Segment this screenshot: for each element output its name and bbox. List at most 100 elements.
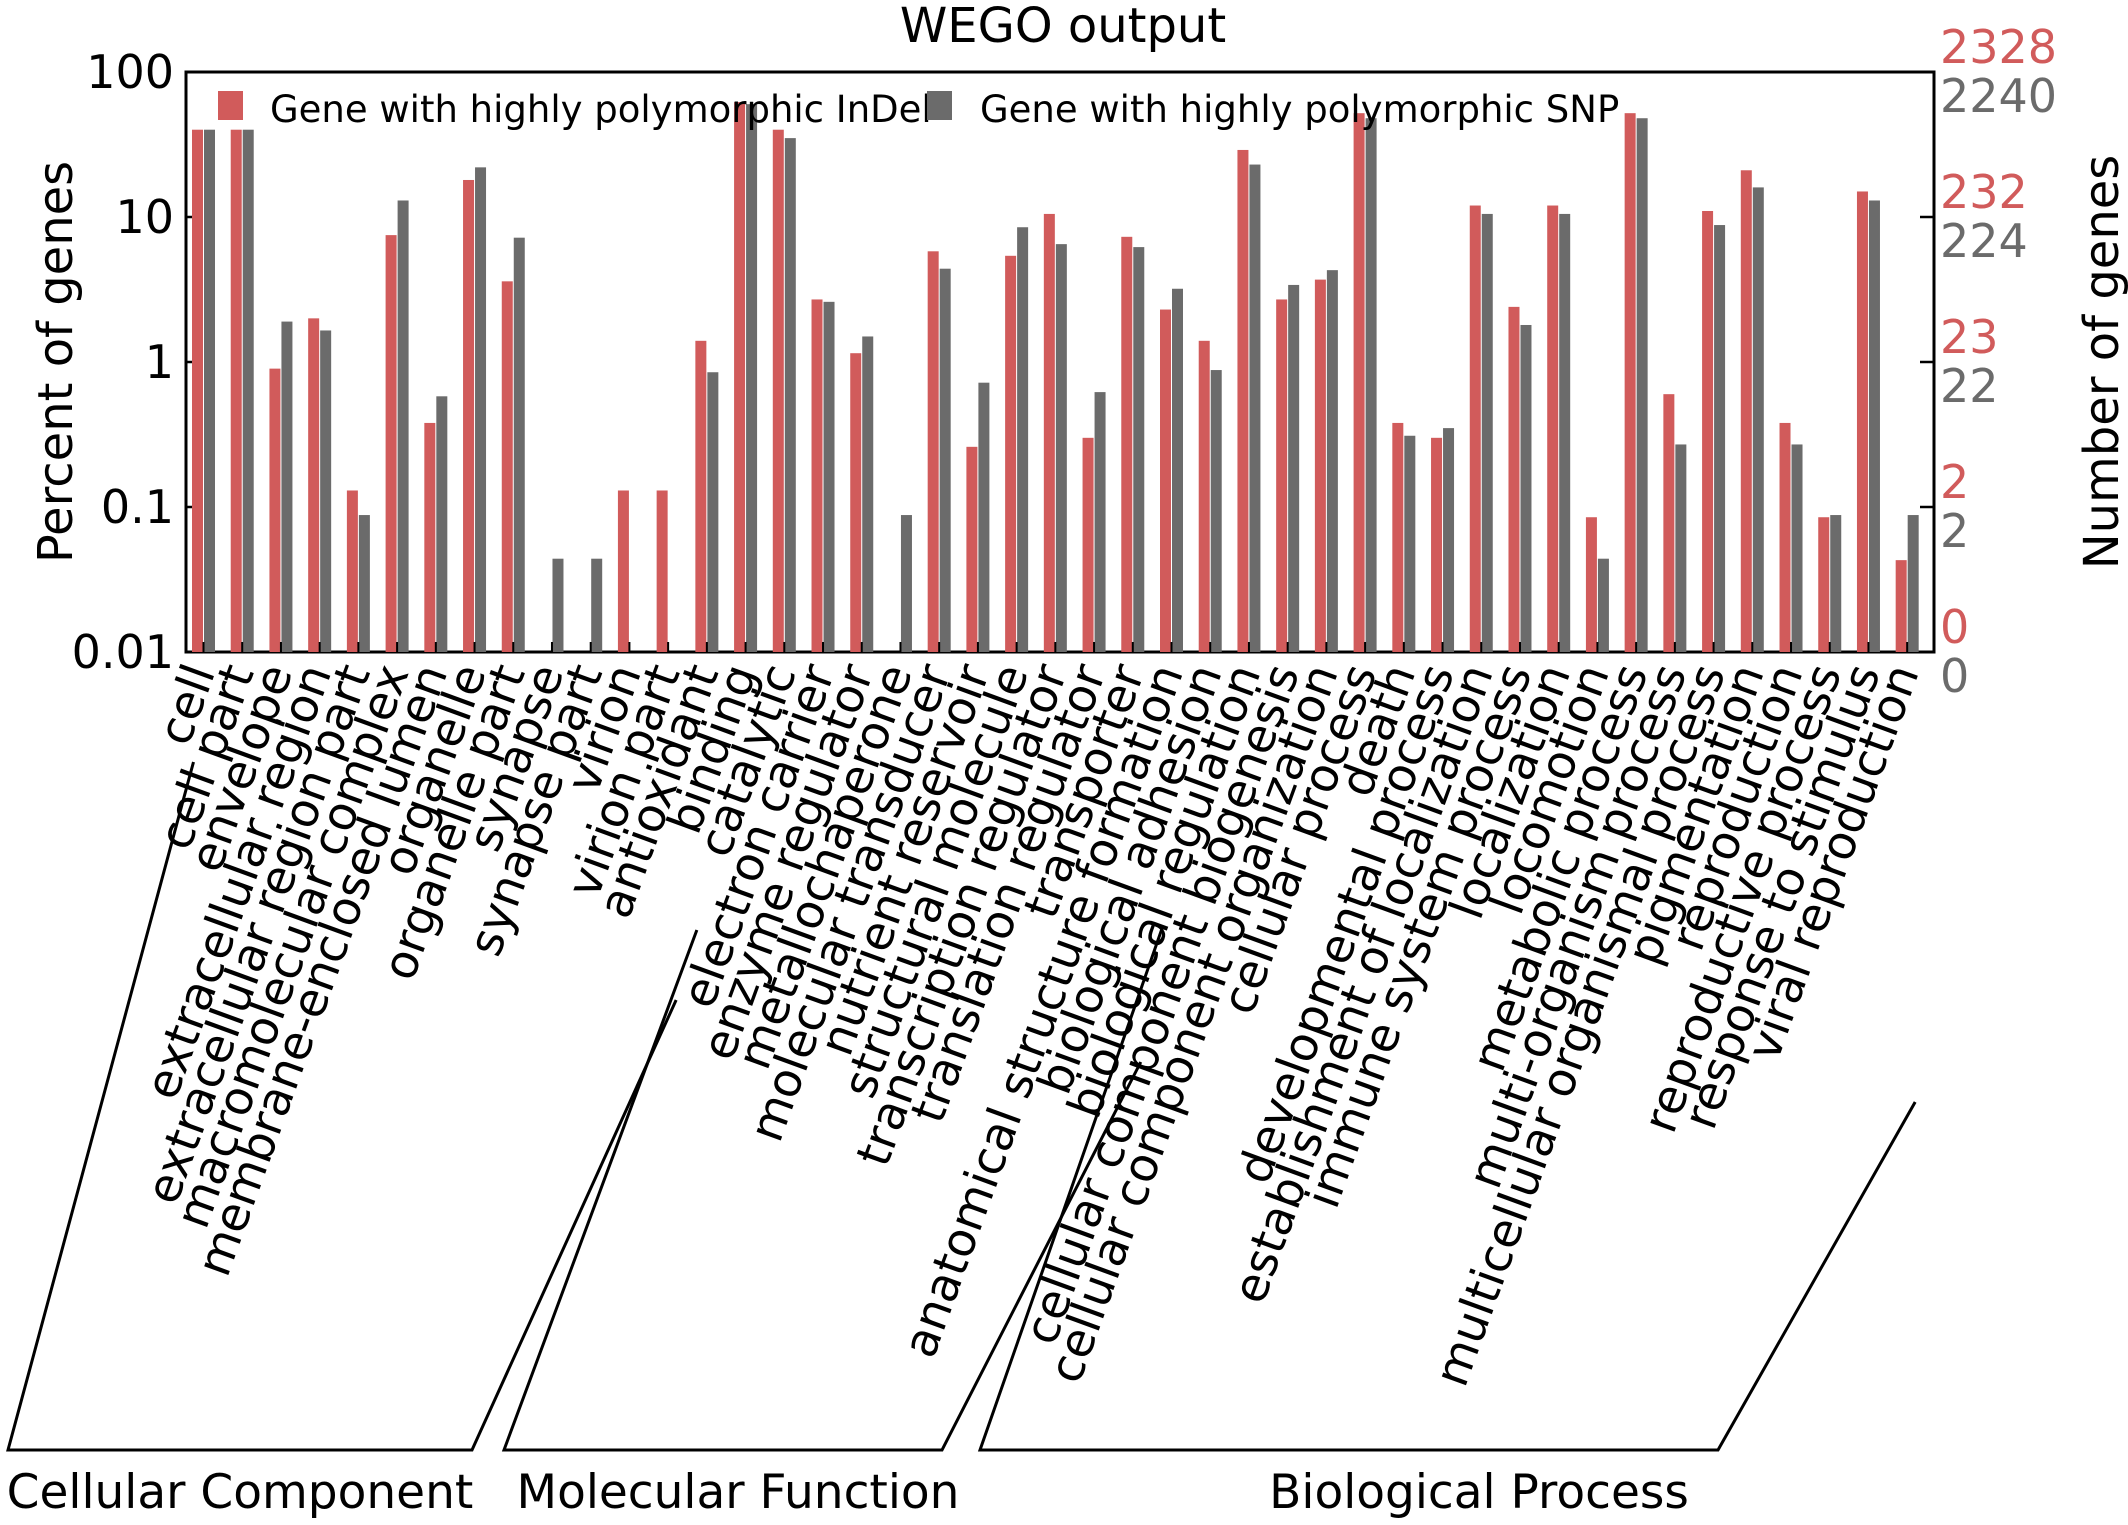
bar-snp <box>1288 284 1300 652</box>
right-count-snp: 2 <box>1940 504 1969 558</box>
bar-indel <box>811 299 823 652</box>
bar-snp <box>1133 247 1145 652</box>
bar-indel <box>230 129 242 652</box>
bar-snp <box>1172 288 1183 652</box>
bar-snp <box>1094 392 1106 652</box>
bar-snp <box>1443 428 1455 652</box>
bar-snp <box>1365 118 1377 652</box>
bar-indel <box>966 446 978 652</box>
bar-snp <box>862 336 874 652</box>
y-tick-label: 1 <box>145 335 174 389</box>
group-bracket <box>977 929 1917 1452</box>
legend: Gene with highly polymorphic InDel Gene … <box>218 88 1619 131</box>
bar-snp <box>436 396 448 652</box>
bar-indel <box>695 340 707 652</box>
bar-snp <box>204 129 215 652</box>
bar-indel <box>1585 517 1597 652</box>
bar-snp <box>939 268 951 652</box>
bar-indel <box>1856 191 1868 652</box>
right-count-indel: 232 <box>1940 165 2028 219</box>
bar-snp <box>1714 225 1726 652</box>
group-bracket <box>501 929 1143 1452</box>
bar-snp <box>1636 118 1648 652</box>
right-count-snp: 2240 <box>1940 69 2057 123</box>
bar-indel <box>269 368 281 652</box>
group-label: Molecular Function <box>517 1465 960 1520</box>
bar-indel <box>1392 422 1404 652</box>
chart-title: WEGO output <box>900 0 1226 54</box>
bar-indel <box>1818 517 1830 652</box>
bar-indel <box>1895 560 1907 652</box>
bar-snp <box>1249 164 1261 652</box>
bar-snp <box>552 558 564 652</box>
bar-snp <box>978 382 990 652</box>
bar-snp <box>242 129 254 652</box>
y-tick-label: 10 <box>115 190 174 244</box>
legend-swatch-indel <box>218 91 243 120</box>
bar-indel <box>1740 170 1752 652</box>
y-tick-label: 0.1 <box>101 480 174 534</box>
bar-indel <box>501 281 513 652</box>
bar-snp <box>397 200 409 652</box>
bar-indel <box>1469 205 1481 652</box>
bar-indel <box>1779 422 1791 652</box>
bar-indel <box>385 235 397 652</box>
bar-snp <box>746 104 758 652</box>
bar-indel <box>1082 437 1094 652</box>
bar-indel <box>772 129 784 652</box>
bar-indel <box>1663 394 1675 652</box>
right-count-indel: 0 <box>1940 600 1969 654</box>
right-count-snp: 0 <box>1940 649 1969 703</box>
bar-snp <box>358 515 370 652</box>
bar-indel <box>192 129 203 652</box>
bar-indel <box>1237 149 1249 653</box>
bar-indel <box>1702 210 1714 653</box>
bar-indel <box>1431 437 1443 652</box>
legend-swatch-snp <box>927 91 952 120</box>
bar-snp <box>784 138 796 653</box>
bar-snp <box>1675 444 1687 652</box>
bar-indel <box>1353 113 1365 653</box>
right-count-indel: 23 <box>1940 310 1999 364</box>
bar-indel <box>1005 255 1017 652</box>
bar-snp <box>1017 227 1029 652</box>
bar-snp <box>1326 270 1338 652</box>
bar-indel <box>1624 113 1636 653</box>
bar-indel <box>656 490 668 652</box>
right-count-snp: 224 <box>1940 214 2028 268</box>
bar-snp <box>1907 515 1919 652</box>
bar-snp <box>281 321 293 652</box>
legend-label-indel: Gene with highly polymorphic InDel <box>270 88 932 131</box>
bar-snp <box>320 330 332 652</box>
y-axis-title-right: Number of genes <box>2074 155 2128 570</box>
y-tick-label: 100 <box>86 45 174 99</box>
bar-indel <box>1508 306 1520 652</box>
bar-indel <box>1043 213 1055 652</box>
bar-indel <box>463 179 475 653</box>
group-bracket <box>6 761 678 1452</box>
bar-snp <box>900 515 912 652</box>
bar-snp <box>1830 515 1842 652</box>
bar-indel <box>734 102 746 652</box>
bar-indel <box>1121 236 1133 653</box>
bar-snp <box>1752 187 1764 653</box>
bar-snp <box>591 558 603 652</box>
bar-indel <box>424 422 436 652</box>
bar-indel <box>1547 205 1559 652</box>
bar-snp <box>1868 200 1880 652</box>
bar-snp <box>1055 244 1067 652</box>
bars <box>192 102 1919 653</box>
bar-snp <box>1481 213 1493 652</box>
y-tick-label: 0.01 <box>72 625 174 679</box>
bar-snp <box>1210 370 1222 652</box>
right-count-indel: 2 <box>1940 455 1969 509</box>
group-label: Biological Process <box>1269 1465 1689 1520</box>
right-count-indel: 2328 <box>1940 20 2057 74</box>
bar-indel <box>927 251 939 652</box>
bar-indel <box>346 490 358 652</box>
bar-indel <box>850 353 862 652</box>
bar-indel <box>1160 309 1171 652</box>
